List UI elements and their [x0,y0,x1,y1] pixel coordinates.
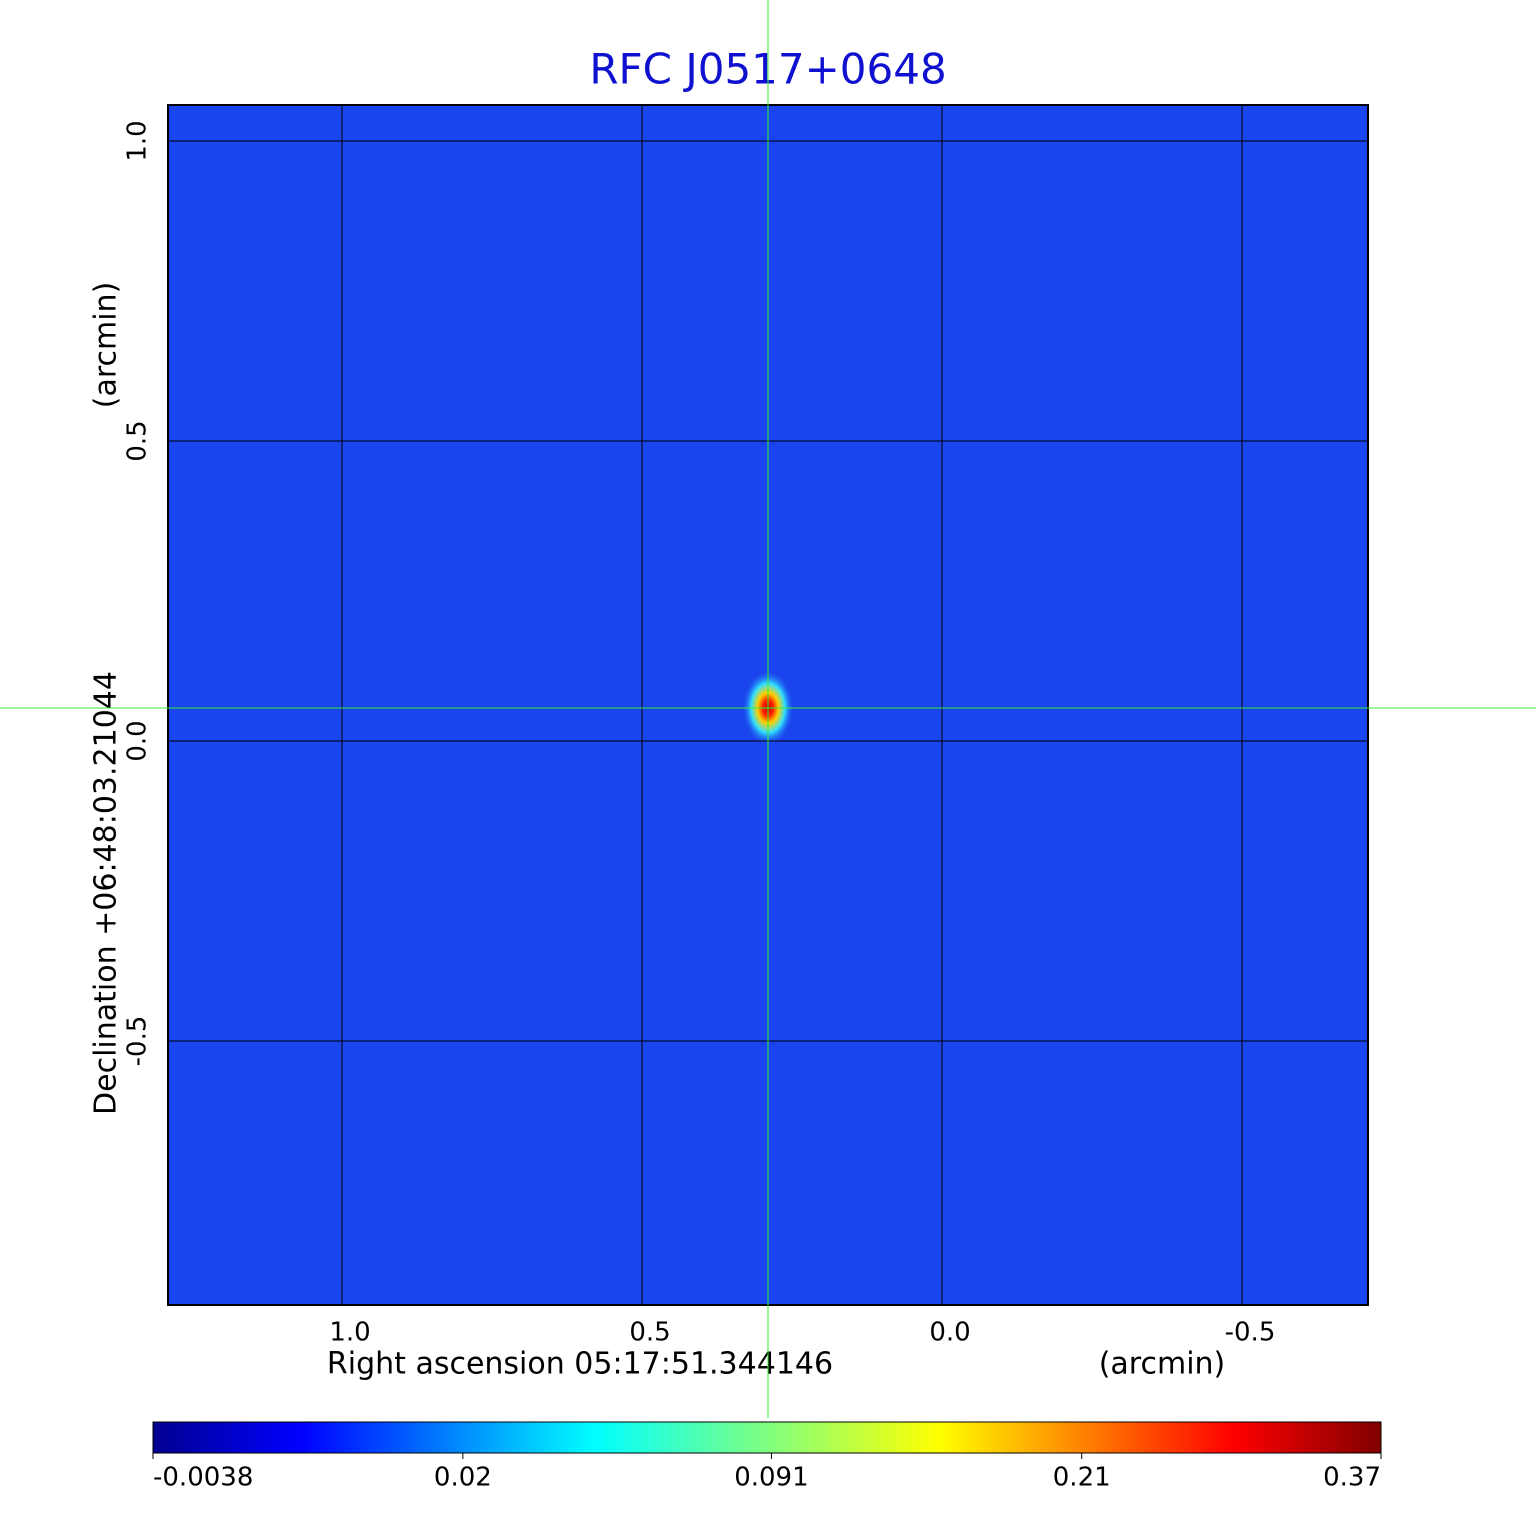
y-tick-label: -0.5 [123,1016,153,1067]
x-tick-label: -0.5 [1225,1318,1276,1348]
colorbar-tick-label: 0.37 [1323,1463,1381,1493]
x-tick-label: 0.5 [629,1318,670,1348]
y-tick-label: 1.0 [123,120,153,161]
y-tick-label: 0.0 [123,720,153,761]
colorbar-tick-label: 0.091 [734,1463,808,1493]
x-tick-label: 1.0 [329,1318,370,1348]
x-tick-label: 0.0 [929,1318,970,1348]
y-axis-unit: (arcmin) [89,282,124,409]
x-axis-unit: (arcmin) [1099,1347,1226,1382]
colorbar-tick-label: -0.0038 [153,1463,253,1493]
colorbar-tick-label: 0.21 [1053,1463,1111,1493]
colorbar [152,1421,1382,1454]
x-axis-label: Right ascension 05:17:51.344146 [327,1347,833,1382]
y-tick-label: 0.5 [123,420,153,461]
y-axis-label: Declination +06:48:03.21044 [89,671,124,1115]
colorbar-tick-label: 0.02 [434,1463,492,1493]
